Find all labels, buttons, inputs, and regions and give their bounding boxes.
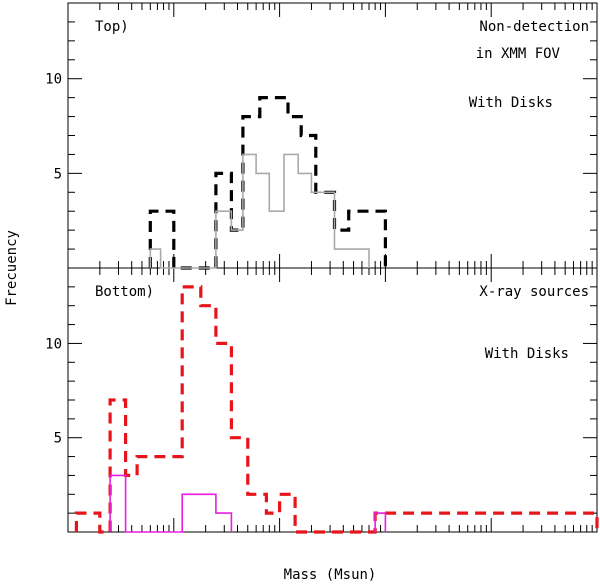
bottom-legend-xray-sources: X-ray sources [479,284,589,300]
series-layer [74,96,599,534]
y-tick-label: 10 [45,336,62,352]
bottom-panel-label: Bottom) [95,284,154,300]
y-tick-label: 5 [54,166,62,182]
bottom-series-x-ray-sources [74,285,599,534]
bottom-legend-with-disks: With Disks [485,346,569,362]
top-series-non-detection-in-xmm-fov [148,96,387,270]
y-tick-label: 10 [45,72,62,88]
x-axis-label: Mass (Msun) [284,567,377,583]
top-panel-label: Top) [95,19,129,35]
top-annotation-line-1: Non-detection [479,19,589,35]
bottom-series-with-disks [109,474,387,533]
top-legend-with-disks: With Disks [469,95,553,111]
top-annotation-line-2: in XMM FOV [476,46,561,62]
top-series-with-disks [149,153,370,269]
y-axis-label: Frecuency [4,230,20,306]
axis-ticks: 5 10 5 10 [45,3,597,532]
bottom-panel-frame [67,267,598,533]
y-tick-label: 5 [54,431,62,447]
top-panel-frame [67,2,598,269]
